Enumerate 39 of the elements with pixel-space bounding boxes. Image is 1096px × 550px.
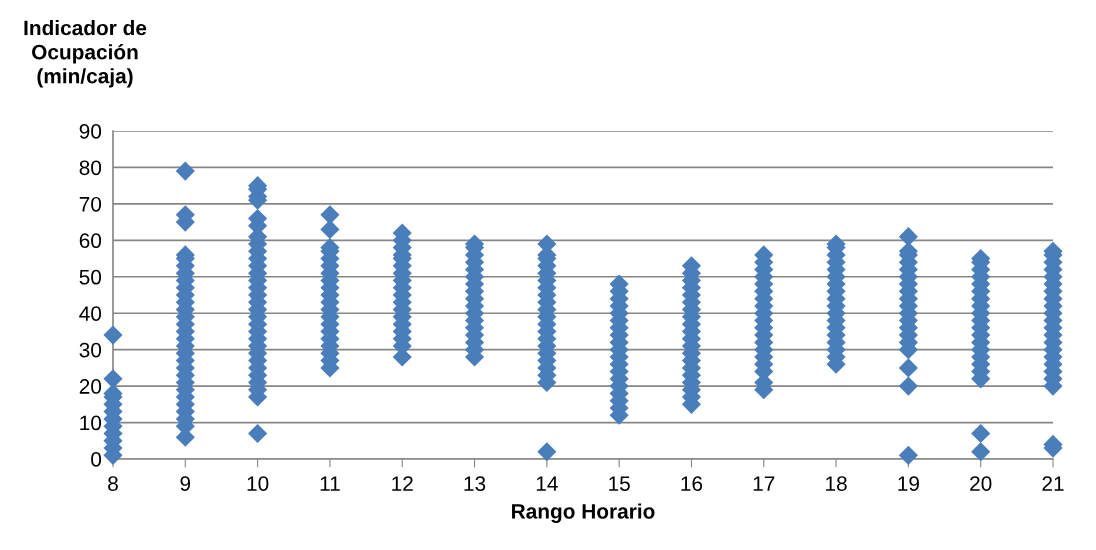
point (248, 423, 268, 444)
y-tick-label: 80 (79, 160, 102, 176)
y-tick-label: 30 (79, 342, 102, 358)
x-axis-title: Rango Horario (512, 503, 655, 523)
y-tick-label: 50 (79, 269, 102, 285)
y-tick-label: 90 (79, 124, 102, 139)
y-tick-label: 20 (79, 379, 102, 394)
y-tick-label: 10 (80, 415, 102, 431)
point (320, 205, 340, 225)
x-tick-label: 8 (108, 476, 118, 491)
point (898, 376, 918, 396)
point (971, 423, 991, 444)
x-tick-label: 13 (464, 476, 486, 491)
y-tick-label: 0 (91, 452, 102, 467)
x-tick-label: 15 (609, 476, 630, 491)
point (898, 358, 918, 378)
x-tick-label: 12 (392, 476, 413, 491)
point (898, 227, 918, 247)
point (103, 325, 123, 345)
x-tick-label: 20 (970, 476, 992, 491)
x-tick-label: 14 (536, 476, 558, 491)
x-tick-label: 17 (753, 476, 775, 491)
point (971, 442, 991, 462)
x-tick-label: 11 (320, 476, 340, 491)
x-tick-label: 19 (898, 476, 919, 491)
point (320, 219, 340, 239)
x-tick-label: 18 (826, 476, 847, 491)
y-tick-label: 60 (79, 233, 102, 249)
x-tick-label: 10 (247, 476, 269, 491)
point (537, 442, 557, 462)
y-tick-label: 40 (79, 306, 102, 321)
x-tick-label: 16 (681, 476, 703, 491)
point (175, 161, 195, 181)
point (898, 445, 918, 465)
y-tick-label: 70 (79, 196, 102, 212)
point (103, 369, 123, 389)
x-tick-label: 9 (180, 476, 191, 491)
x-tick-label: 21 (1042, 476, 1064, 491)
y-axis-title: Indicador de Ocupación (min/caja) (24, 20, 147, 88)
